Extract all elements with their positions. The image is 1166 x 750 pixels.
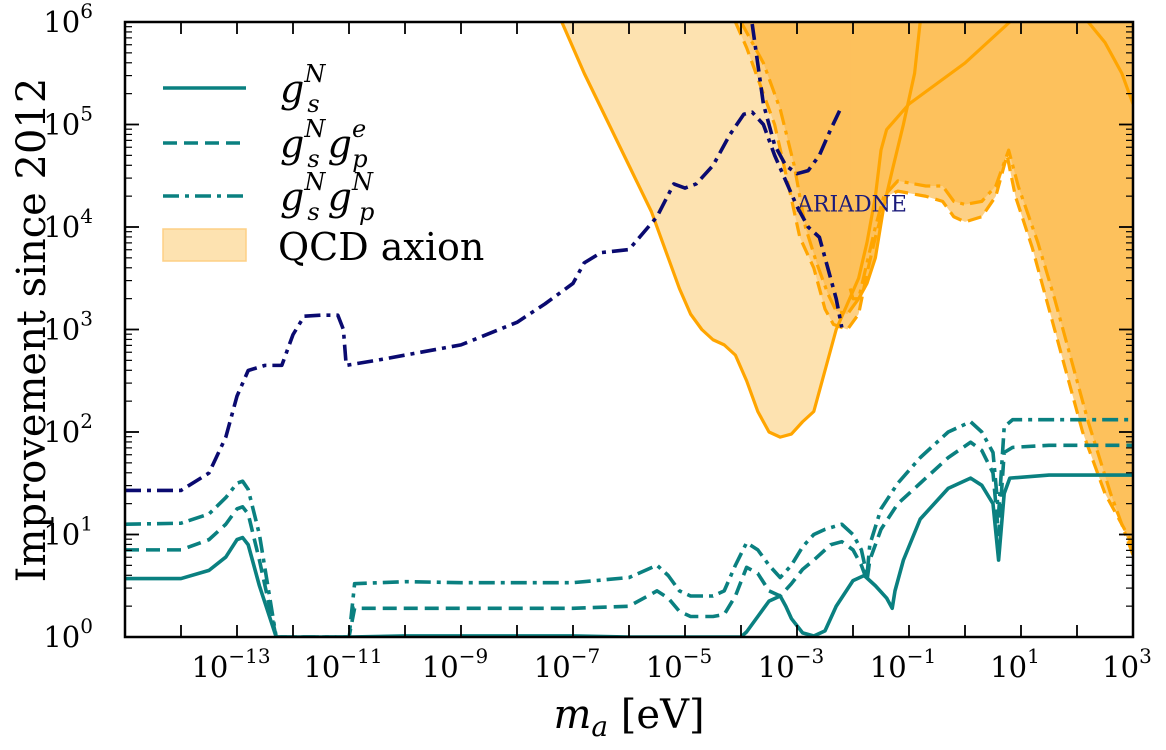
series-line	[125, 473, 1133, 637]
y-tick-label: 103	[43, 307, 93, 347]
y-tick-label: 101	[43, 512, 93, 552]
annotation-label: ARIADNE	[796, 193, 907, 218]
x-tick-label: 10−3	[758, 644, 824, 684]
legend-label: gN s	[280, 60, 326, 118]
legend-label: QCD axion	[278, 225, 484, 269]
x-tick-label: 10−11	[303, 644, 382, 684]
qcd-region-fill	[850, 22, 921, 299]
x-tick-label: 10−5	[646, 644, 712, 684]
x-tick-label: 101	[990, 644, 1040, 684]
x-tick-label: 10−1	[870, 644, 936, 684]
y-tick-label: 100	[43, 614, 93, 654]
x-tick-label: 103	[1102, 644, 1152, 684]
qcd-region-fill	[1088, 22, 1133, 104]
qcd-region-edge	[560, 22, 1011, 439]
annotations: ARIADNE	[796, 193, 907, 218]
y-tick-label: 104	[43, 204, 93, 244]
x-tick-label: 10−9	[422, 644, 488, 684]
y-tick-label: 106	[43, 0, 93, 39]
series-line	[750, 23, 844, 176]
y-axis-label: Improvement since 2012	[9, 78, 55, 583]
qcd-region-edge	[733, 22, 1133, 546]
qcd-region-fill	[741, 22, 1133, 555]
series-line	[125, 417, 1133, 637]
legend-label: gN s ge p	[280, 115, 368, 173]
series-layer	[125, 23, 1133, 637]
x-axis-label: ma [eV]	[553, 692, 704, 743]
qcd-region-edge	[1086, 22, 1133, 105]
legend-label: gN s gN p	[280, 168, 374, 226]
qcd-region-fill	[561, 22, 1010, 438]
x-tick-label: 10−7	[534, 644, 600, 684]
qcd-region-edge	[739, 22, 1133, 556]
x-tick-label: 10−13	[191, 644, 270, 684]
qcd-region-edge	[848, 22, 922, 301]
legend-patch	[162, 228, 247, 262]
y-tick-label: 102	[43, 409, 93, 449]
qcd-axion-regions	[560, 22, 1133, 556]
y-tick-label: 105	[43, 102, 93, 142]
series-line	[125, 110, 844, 493]
axes: 10−13 10−11 10−9 10−7 10−5 10−3 10−1 101 103 100 1…	[43, 0, 1151, 684]
